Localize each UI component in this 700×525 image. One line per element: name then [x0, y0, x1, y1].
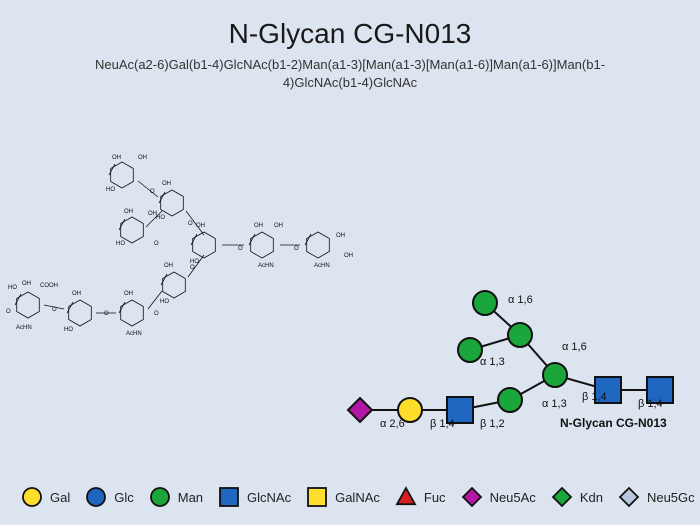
glycan-man_a16b: [473, 291, 497, 315]
chem-label: O: [190, 265, 195, 271]
legend-item-kdn: Kdn: [550, 485, 603, 509]
legend-item-galnac: GalNAc: [305, 485, 380, 509]
chem-label: OH: [72, 291, 81, 297]
diagram-caption: N-Glycan CG-N013: [560, 416, 667, 430]
linkage-label: α 1,3: [480, 356, 505, 368]
legend-label: Neu5Gc: [647, 490, 695, 505]
chem-label: OH: [148, 211, 157, 217]
linkage-label: β 1,4: [638, 398, 663, 410]
glycan-man_core: [543, 363, 567, 387]
chem-label: HO: [116, 241, 125, 247]
chem-label: OH: [138, 155, 147, 161]
legend-item-man: Man: [148, 485, 203, 509]
glycan-man_a16: [508, 323, 532, 347]
chem-label: AcHN: [126, 331, 142, 337]
kdn-icon: [550, 485, 574, 509]
symbolic-diagram: β 1,4 β 1,4 α 1,3 α 1,6 α 1,6 α 1,3 β 1,2 β 1,4…: [330, 255, 690, 455]
chem-label: AcHN: [314, 263, 330, 269]
linkage-label: α 1,3: [542, 398, 567, 410]
chem-label: HO: [160, 299, 169, 305]
legend-item-fuc: Fuc: [394, 485, 446, 509]
legend-label: GalNAc: [335, 490, 380, 505]
linkage-label: α 1,6: [562, 341, 587, 353]
chem-label: OH: [196, 223, 205, 229]
legend-label: Glc: [114, 490, 134, 505]
chem-label: O: [294, 246, 299, 252]
chem-label: O: [52, 307, 57, 313]
glycan-man_a13: [498, 388, 522, 412]
legend-label: GlcNAc: [247, 490, 291, 505]
legend-label: Kdn: [580, 490, 603, 505]
glycan-man_a13b: [458, 338, 482, 362]
linkage-label: α 2,6: [380, 418, 405, 430]
chem-label: OH: [124, 291, 133, 297]
legend-label: Fuc: [424, 490, 446, 505]
glcnac-icon: [217, 485, 241, 509]
chem-label: HO: [8, 285, 17, 291]
chem-label: O: [238, 246, 243, 252]
legend-item-glcnac: GlcNAc: [217, 485, 291, 509]
gal-icon: [20, 485, 44, 509]
legend-item-neu5ac: Neu5Ac: [460, 485, 536, 509]
chem-label: OH: [22, 281, 31, 287]
iupac-string: NeuAc(a2-6)Gal(b1-4)GlcNAc(b1-2)Man(a1-3…: [70, 56, 630, 91]
chem-label: OH: [274, 223, 283, 229]
glc-icon: [84, 485, 108, 509]
legend-item-gal: Gal: [20, 485, 70, 509]
chem-label: HO: [64, 327, 73, 333]
chemical-structure: OHOHOHOHAcHNAcHNOHHOOHHOOHHOOHHOOHOHHOOH…: [4, 120, 384, 380]
glycan-neu5ac: [348, 398, 372, 422]
legend-label: Gal: [50, 490, 70, 505]
chem-label: O: [188, 221, 193, 227]
chem-label: O: [150, 189, 155, 195]
chem-label: O: [154, 241, 159, 247]
page-title: N-Glycan CG-N013: [0, 0, 700, 50]
linkage-label: α 1,6: [508, 294, 533, 306]
neu5ac-icon: [460, 485, 484, 509]
linkage-label: β 1,4: [430, 418, 455, 430]
chem-label: COOH: [40, 283, 58, 289]
chem-label: AcHN: [16, 325, 32, 331]
man-icon: [148, 485, 172, 509]
legend-label: Neu5Ac: [490, 490, 536, 505]
chem-label: OH: [164, 263, 173, 269]
linkage-label: β 1,4: [582, 391, 607, 403]
neu5gc-icon: [617, 485, 641, 509]
chem-label: OH: [336, 233, 345, 239]
chem-label: OH: [162, 181, 171, 187]
chem-label: HO: [106, 187, 115, 193]
legend-label: Man: [178, 490, 203, 505]
chem-label: OH: [124, 209, 133, 215]
chem-label: AcHN: [258, 263, 274, 269]
galnac-icon: [305, 485, 329, 509]
chem-label: O: [154, 311, 159, 317]
legend-item-glc: Glc: [84, 485, 134, 509]
legend: GalGlcManGlcNAcGalNAcFucNeu5AcKdnNeu5Gc: [20, 485, 680, 509]
linkage-label: β 1,2: [480, 418, 505, 430]
chem-label: O: [6, 309, 11, 315]
chem-label: OH: [254, 223, 263, 229]
chem-label: OH: [112, 155, 121, 161]
fuc-icon: [394, 485, 418, 509]
chem-label: HO: [156, 215, 165, 221]
legend-item-neu5gc: Neu5Gc: [617, 485, 695, 509]
chem-label: O: [104, 311, 109, 317]
